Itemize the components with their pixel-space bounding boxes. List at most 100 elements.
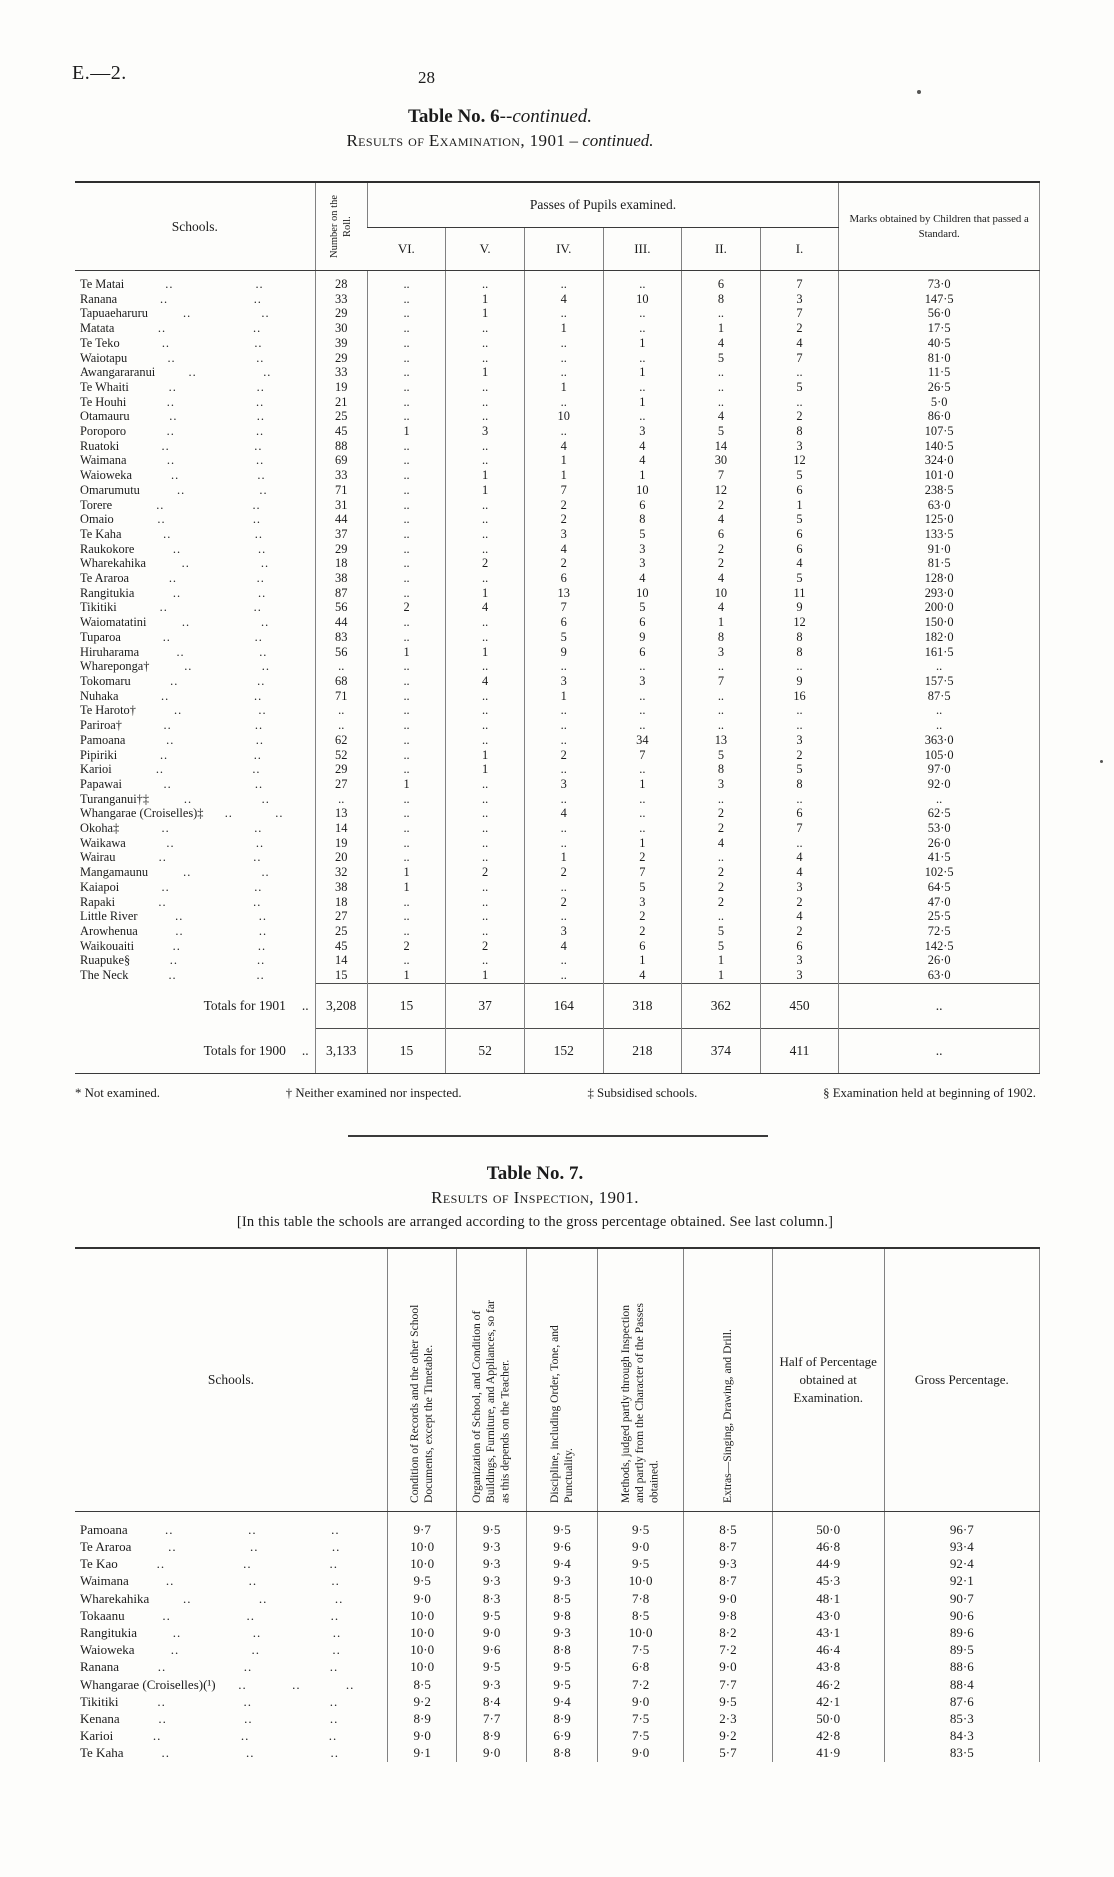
- pass-i-cell: 3: [759, 291, 839, 307]
- school-name-line: Kenana......: [75, 1710, 387, 1727]
- pass-i-cell: 7: [759, 821, 839, 836]
- pass-ii-cell: 5: [681, 747, 761, 763]
- leader-dots: ..: [331, 1573, 340, 1589]
- pass-ii-cell: 8: [681, 291, 761, 307]
- leader-dots: ..: [183, 865, 192, 880]
- discipline-score-cell: 9·5: [525, 1658, 598, 1676]
- leader-dots: ..: [255, 394, 265, 409]
- half-percentage-cell: 42·1: [771, 1692, 885, 1710]
- pass-i-cell: 5: [759, 762, 839, 777]
- leader-dots: ..: [166, 835, 175, 850]
- table6-footnotes: * Not examined. † Neither examined nor i…: [75, 1086, 1040, 1101]
- pass-iv-cell: ..: [523, 703, 604, 719]
- organization-score-cell: 9·0: [456, 1623, 527, 1642]
- leader-dots: ..: [329, 1659, 339, 1675]
- pass-ii-cell: 12: [681, 482, 761, 498]
- roll-cell: 39: [314, 335, 368, 351]
- table-row: Whangarae (Croiselles)‡.... 13.... 4.. 2 6 62…: [75, 806, 1040, 822]
- school-name: Te Matai: [80, 277, 125, 291]
- pass-iv-cell: 7: [523, 482, 604, 498]
- pass-vi-cell: ..: [366, 585, 446, 601]
- gross-percentage-cell: 88·6: [883, 1658, 1041, 1676]
- pass-vi-cell: ..: [366, 894, 446, 910]
- extras-score-cell: 9·0: [683, 1589, 773, 1607]
- school-name: Wharekahika: [80, 1590, 150, 1606]
- marks-cell: 87·5: [838, 688, 1040, 704]
- roll-cell: 31: [314, 497, 368, 513]
- school-name: Karioi: [80, 762, 112, 777]
- discipline-score-cell: 8·8: [525, 1641, 598, 1659]
- roll-cell: 30: [314, 321, 368, 336]
- pass-v-cell: 2: [445, 556, 525, 572]
- pass-iii-cell: 6: [602, 615, 682, 630]
- leader-dots: ..: [243, 1556, 252, 1572]
- pass-i-cell: ..: [759, 718, 839, 733]
- table6-subtitle-suffix: – continued.: [569, 131, 654, 150]
- table-row: Pamoana...... 9·7 9·5 9·5 9·5 8·5 50·0 96·7: [75, 1511, 1041, 1538]
- school-name: Tikitiki: [80, 600, 117, 615]
- methods-score-cell: 9·5: [597, 1555, 684, 1573]
- pass-v-cell: 1: [445, 306, 525, 322]
- school-name: Whangarae (Croiselles)(¹): [80, 1676, 216, 1692]
- school-cell: Matata....: [75, 321, 315, 336]
- pass-vi-cell: ..: [366, 306, 446, 322]
- school-name-line: Tapuaeharuru....: [75, 306, 315, 321]
- pass-iv-cell: 4: [523, 438, 604, 454]
- school-name: Torere: [80, 497, 113, 512]
- roll-cell: 28: [314, 270, 368, 292]
- pass-i-cell: 7: [759, 270, 839, 292]
- pass-v-cell: 1: [445, 585, 525, 601]
- leader-dots: ..: [165, 277, 174, 291]
- pass-vi-cell: 1: [366, 776, 446, 792]
- pass-iv-cell: 3: [523, 673, 604, 689]
- methods-score-cell: 8·5: [597, 1606, 684, 1624]
- leader-dots: ..: [170, 673, 179, 688]
- table-row: Wharekahika...... 9·0 8·3 8·5 7·8 9·0 48·1 90·7: [75, 1589, 1041, 1607]
- school-name: Te Kaha: [80, 1745, 124, 1761]
- totals-label-cell: Totals for 1900..: [75, 1028, 316, 1074]
- pass-iii-cell: ..: [602, 762, 682, 777]
- marks-cell: 125·0: [838, 512, 1040, 527]
- roll-cell: 14: [314, 821, 368, 836]
- leader-dots: ..: [256, 453, 265, 468]
- pass-ii-cell: 1: [681, 953, 761, 969]
- leader-dots: ..: [175, 923, 184, 938]
- organization-score-cell: 8·4: [456, 1692, 527, 1710]
- school-name-line: Te Kao......: [75, 1555, 387, 1572]
- extras-score-cell: 9·2: [683, 1727, 773, 1745]
- half-percentage-cell: 43·0: [771, 1606, 885, 1624]
- pass-vi-cell: ..: [366, 512, 446, 527]
- half-percentage-cell: 48·1: [771, 1589, 885, 1607]
- totals-value-cell: 450: [759, 982, 839, 1029]
- table6-subtitle: Results of Examination, 1901 – continued…: [85, 131, 915, 151]
- examination-results-table: Schools. Number on the Roll. Passes of P…: [75, 181, 1040, 1074]
- pass-iii-cell: 4: [602, 571, 682, 586]
- pass-i-cell: 7: [759, 350, 839, 366]
- table-row: Waikawa.... 19...... 1 4.. 26·0: [75, 835, 1040, 851]
- school-cell: Whareponga†....: [75, 659, 315, 674]
- table-row: Little River.... 27...... 2.. 4 25·5: [75, 909, 1040, 924]
- pass-iv-cell: ..: [523, 791, 604, 807]
- leader-dots: ..: [253, 600, 262, 615]
- marks-cell: 63·0: [838, 497, 1040, 513]
- school-name-line: Tokomaru....: [75, 674, 315, 689]
- leader-dots: ..: [329, 1556, 339, 1572]
- discipline-score-cell: 9·3: [525, 1623, 598, 1642]
- pass-i-cell: ..: [759, 791, 839, 807]
- school-name-line: Waimana....: [75, 453, 315, 468]
- leader-dots: ..: [255, 277, 264, 291]
- pass-vi-cell: ..: [366, 321, 446, 336]
- school-name: Matata: [80, 321, 115, 336]
- school-name: Papawai: [80, 776, 122, 791]
- pass-iii-cell: ..: [602, 306, 682, 322]
- leader-dots: ..: [163, 526, 172, 541]
- marks-cell: 17·5: [838, 321, 1040, 336]
- pass-v-cell: 1: [445, 291, 525, 307]
- pass-iii-cell: 1: [602, 394, 682, 410]
- pass-v-cell: ..: [445, 659, 525, 674]
- school-name: Te Araroa: [80, 571, 130, 586]
- pass-ii-cell: 2: [681, 821, 761, 836]
- totals-label-line: Totals for 1901..: [75, 984, 315, 1028]
- pass-i-cell: 16: [759, 688, 839, 704]
- extras-score-cell: 2·3: [683, 1709, 773, 1728]
